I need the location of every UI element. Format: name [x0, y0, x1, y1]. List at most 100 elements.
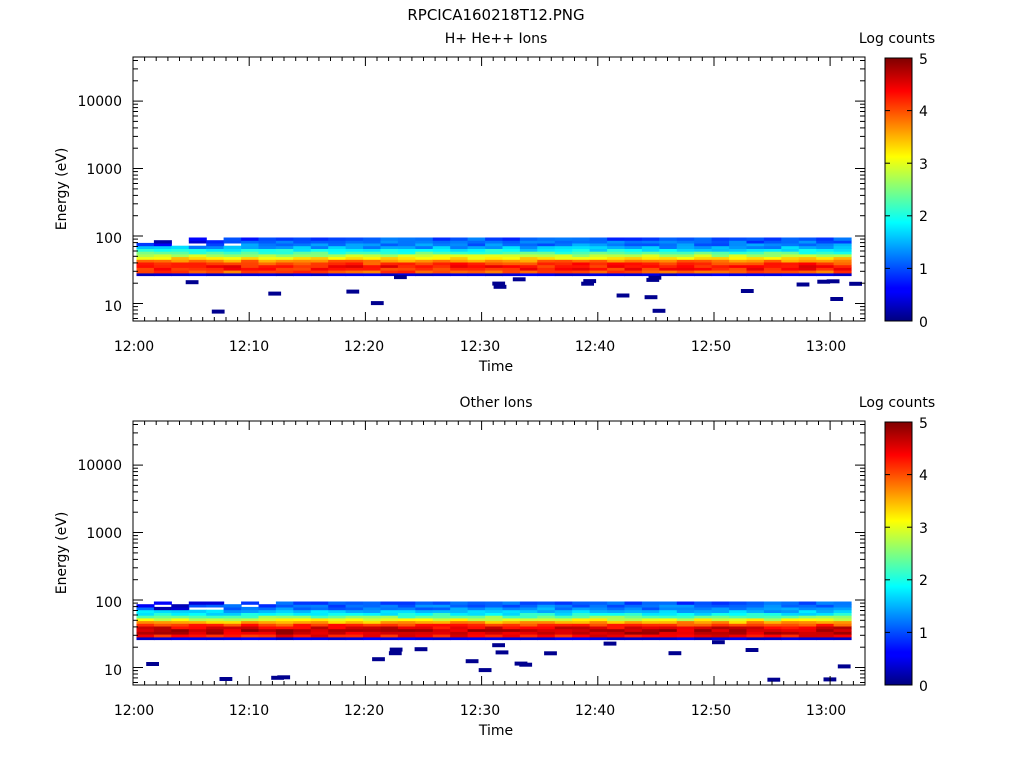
- heatmap-cell: [389, 647, 403, 652]
- heatmap-cell: [450, 264, 469, 268]
- heatmap-cell: [328, 636, 347, 641]
- heatmap-cell: [554, 245, 573, 249]
- heatmap-cell: [537, 264, 556, 268]
- heatmap-cell: [450, 631, 469, 635]
- heatmap-cell: [781, 256, 800, 260]
- heatmap-cell: [519, 264, 538, 268]
- heatmap-cell: [223, 634, 242, 638]
- heatmap-cell: [659, 601, 678, 605]
- heatmap-cell: [694, 620, 713, 624]
- heatmap-cell: [572, 601, 591, 605]
- heatmap-cell: [554, 251, 573, 255]
- heatmap-cell: [763, 604, 782, 608]
- heatmap-cell: [345, 628, 364, 632]
- figure-title: RPCICA160218T12.PNG: [407, 6, 584, 24]
- heatmap-cell: [676, 604, 695, 608]
- heatmap-cell: [589, 615, 608, 619]
- heatmap-cell: [258, 272, 277, 277]
- heatmap-cell: [837, 664, 851, 669]
- heatmap-cell: [293, 609, 312, 613]
- heatmap-cell: [241, 253, 260, 258]
- heatmap-cell: [432, 625, 451, 630]
- heatmap-cell: [258, 612, 277, 616]
- heatmap-cell: [241, 242, 260, 247]
- heatmap-cell: [781, 242, 800, 247]
- heatmap-cell: [624, 634, 643, 638]
- heatmap-cell: [659, 240, 678, 244]
- heatmap-cell: [659, 256, 678, 260]
- heatmap-cell: [185, 280, 199, 285]
- heatmap-cell: [554, 267, 573, 271]
- heatmap-cell: [746, 606, 765, 611]
- heatmap-cell: [467, 245, 486, 249]
- heatmap-cell: [781, 270, 800, 274]
- heatmap-cell: [624, 253, 643, 258]
- heatmap-cell: [153, 628, 172, 632]
- heatmap-cell: [519, 620, 538, 624]
- heatmap-cell: [514, 661, 528, 666]
- heatmap-cell: [711, 612, 730, 616]
- heatmap-cell: [275, 259, 294, 263]
- heatmap-cell: [729, 245, 748, 249]
- heatmap-cell: [415, 615, 434, 619]
- heatmap-cell: [746, 631, 765, 635]
- heatmap-cell: [206, 612, 225, 616]
- heatmap-cell: [397, 242, 416, 247]
- heatmap-cell: [171, 606, 190, 611]
- heatmap-cell: [467, 264, 486, 268]
- heatmap-cell: [641, 264, 660, 268]
- heatmap-cell: [676, 631, 695, 635]
- heatmap-cell: [849, 281, 862, 286]
- heatmap-cell: [467, 261, 486, 266]
- heatmap-cell: [519, 604, 538, 608]
- heatmap-cell: [763, 634, 782, 638]
- heatmap-cell: [136, 272, 155, 277]
- heatmap-cell: [380, 615, 399, 619]
- x-axis-label: Time: [478, 723, 513, 739]
- heatmap-cell: [763, 242, 782, 247]
- heatmap-cell: [223, 259, 242, 263]
- heatmap-cell: [798, 636, 817, 641]
- heatmap-cell: [833, 612, 852, 616]
- heatmap-cell: [729, 620, 748, 624]
- heatmap-cell: [502, 259, 521, 263]
- heatmap-cell: [345, 615, 364, 619]
- heatmap-cell: [833, 240, 852, 244]
- heatmap-cell: [554, 240, 573, 244]
- heatmap-cell: [641, 253, 660, 258]
- heatmap-cell: [241, 625, 260, 630]
- heatmap-cell: [816, 242, 835, 247]
- heatmap-cell: [659, 237, 678, 241]
- heatmap-cell: [502, 634, 521, 638]
- heatmap-cell: [554, 623, 573, 627]
- heatmap-cell: [554, 628, 573, 632]
- heatmap-cell: [153, 634, 172, 638]
- heatmap-cell: [607, 267, 626, 271]
- heatmap-cell: [345, 237, 364, 241]
- heatmap-cell: [816, 625, 835, 630]
- heatmap-cell: [711, 623, 730, 627]
- heatmap-cell: [363, 253, 382, 258]
- heatmap-cell: [519, 259, 538, 263]
- heatmap-cell: [345, 625, 364, 630]
- heatmap-cell: [519, 256, 538, 260]
- heatmap-cell: [328, 625, 347, 630]
- heatmap-cell: [572, 267, 591, 271]
- heatmap-cell: [646, 277, 660, 282]
- heatmap-cell: [659, 248, 678, 252]
- heatmap-cell: [241, 606, 260, 611]
- heatmap-cell: [370, 301, 384, 306]
- heatmap-cell: [781, 240, 800, 244]
- heatmap-cell: [659, 242, 678, 247]
- heatmap-cell: [624, 628, 643, 632]
- heatmap-cell: [676, 609, 695, 613]
- heatmap-cell: [659, 270, 678, 274]
- heatmap-cell: [816, 264, 835, 268]
- heatmap-cell: [293, 240, 312, 244]
- heatmap-cell: [554, 631, 573, 635]
- heatmap-cell: [676, 267, 695, 271]
- heatmap-cell: [816, 270, 835, 274]
- heatmap-cell: [415, 625, 434, 630]
- heatmap-cell: [676, 628, 695, 632]
- heatmap-cell: [833, 272, 852, 277]
